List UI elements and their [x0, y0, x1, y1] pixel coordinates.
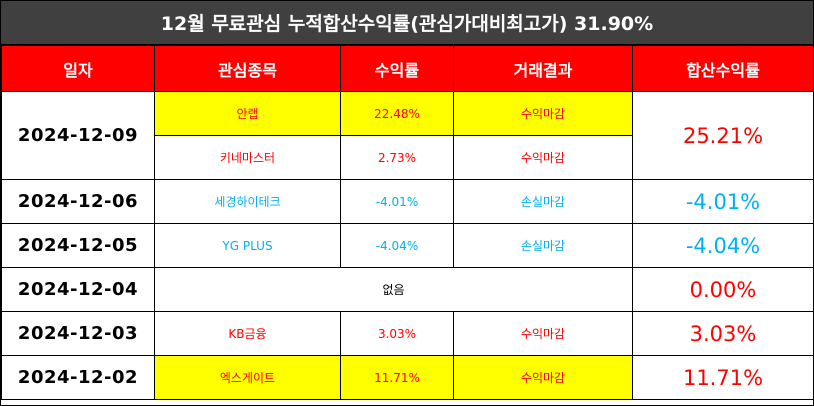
row-rate: 3.03% — [340, 311, 454, 356]
header-result: 거래결과 — [453, 45, 633, 92]
row-rate: -4.04% — [340, 223, 454, 268]
row-total: 25.21% — [632, 91, 814, 180]
row-stock: 세경하이테크 — [154, 179, 341, 224]
header-rate: 수익률 — [340, 45, 454, 92]
row-stock: 엑스게이트 — [154, 355, 341, 400]
row-stock: 안랩 — [154, 91, 341, 136]
row-result: 수익마감 — [453, 355, 633, 400]
row-result: 수익마감 — [453, 135, 633, 180]
header-stock: 관심종목 — [154, 45, 341, 92]
row-date: 2024-12-02 — [1, 355, 155, 400]
row-date: 2024-12-09 — [1, 91, 155, 180]
table-row: 2024-12-02 엑스게이트 11.71% 수익마감 11.71% — [1, 355, 814, 400]
row-date: 2024-12-05 — [1, 223, 155, 268]
row-total: -4.04% — [632, 223, 814, 268]
table-row: 2024-12-09 안랩 22.48% 수익마감 25.21% — [1, 91, 814, 180]
row-rate: -4.01% — [340, 179, 454, 224]
row-result: 수익마감 — [453, 91, 633, 136]
row-stock: YG PLUS — [154, 223, 341, 268]
table-row: 2024-12-04 없음 0.00% — [1, 267, 814, 312]
row-rate: 2.73% — [340, 135, 454, 180]
row-none: 없음 — [154, 267, 633, 312]
row-result: 손실마감 — [453, 223, 633, 268]
row-rate: 11.71% — [340, 355, 454, 400]
header-total: 합산수익률 — [632, 45, 814, 92]
row-stock: KB금융 — [154, 311, 341, 356]
row-stock: 키네마스터 — [154, 135, 341, 180]
row-date: 2024-12-03 — [1, 311, 155, 356]
row-total: 11.71% — [632, 355, 814, 400]
table-row: 키네마스터 2.73% 수익마감 — [2, 135, 814, 180]
row-date: 2024-12-04 — [1, 267, 155, 312]
row-result: 수익마감 — [453, 311, 633, 356]
returns-table: 일자 관심종목 수익률 거래결과 합산수익률 2024-12-09 안랩 22.… — [1, 45, 814, 400]
table-row: 2024-12-03 KB금융 3.03% 수익마감 3.03% — [1, 311, 814, 356]
page-title: 12월 무료관심 누적합산수익률(관심가대비최고가) 31.90% — [1, 1, 813, 45]
row-rate: 22.48% — [340, 91, 454, 136]
table-row: 2024-12-06 세경하이테크 -4.01% 손실마감 -4.01% — [1, 179, 814, 224]
row-date: 2024-12-06 — [1, 179, 155, 224]
row-result: 손실마감 — [453, 179, 633, 224]
row-total: -4.01% — [632, 179, 814, 224]
table-row: 2024-12-05 YG PLUS -4.04% 손실마감 -4.04% — [1, 223, 814, 268]
header-row: 일자 관심종목 수익률 거래결과 합산수익률 — [1, 45, 814, 92]
row-total: 3.03% — [632, 311, 814, 356]
header-date: 일자 — [1, 45, 155, 92]
row-total: 0.00% — [632, 267, 814, 312]
